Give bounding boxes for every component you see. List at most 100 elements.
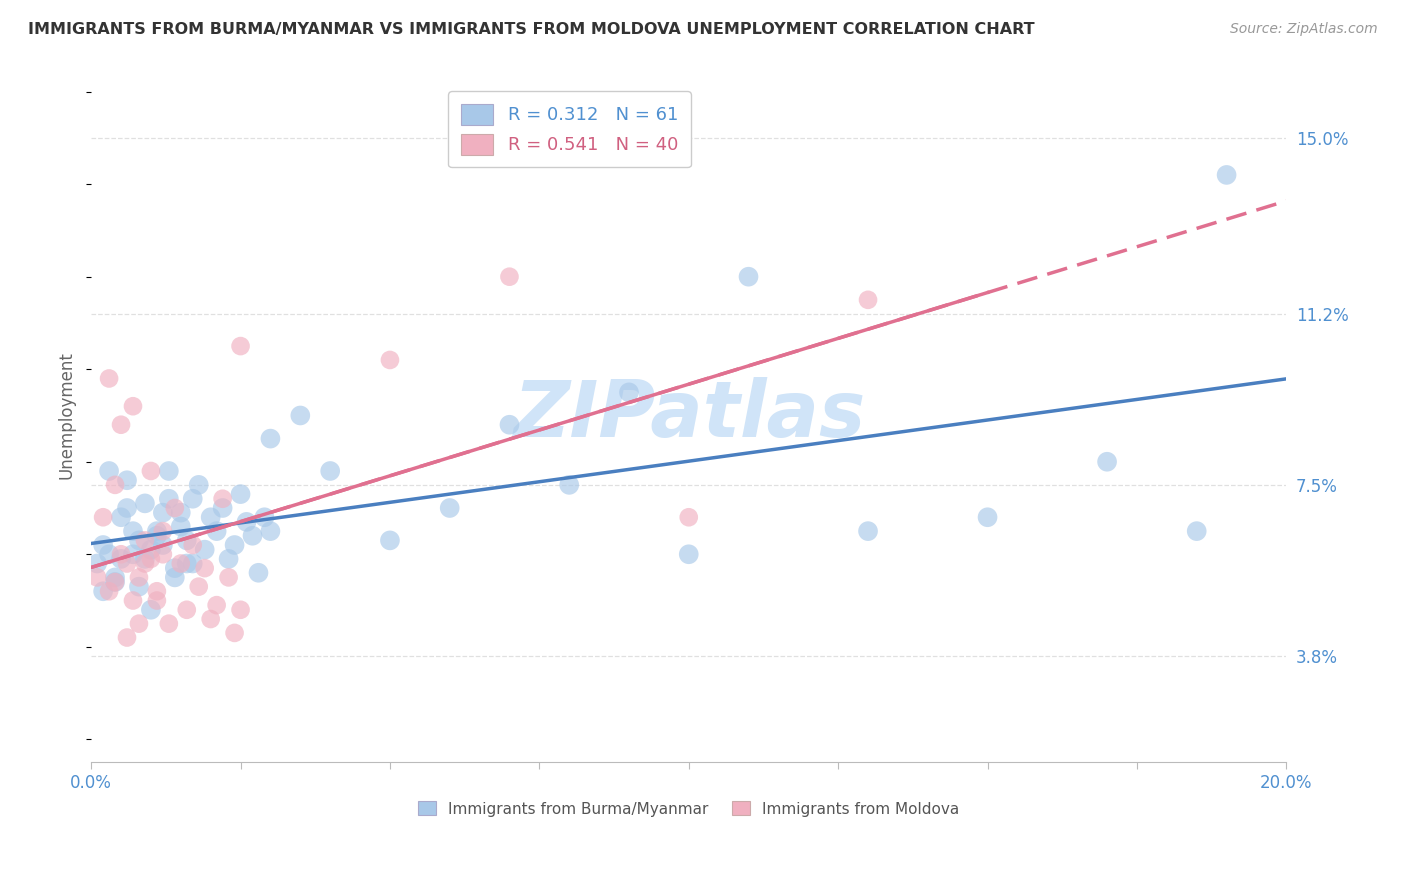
Point bbox=[187, 478, 209, 492]
Point bbox=[134, 496, 156, 510]
Point bbox=[498, 417, 520, 432]
Point bbox=[170, 519, 193, 533]
Point bbox=[678, 510, 700, 524]
Point bbox=[128, 616, 150, 631]
Point bbox=[128, 533, 150, 548]
Point bbox=[247, 566, 270, 580]
Text: ZIPatlas: ZIPatlas bbox=[513, 377, 865, 453]
Point bbox=[122, 399, 145, 413]
Point bbox=[187, 580, 209, 594]
Point bbox=[152, 538, 174, 552]
Point bbox=[181, 557, 204, 571]
Point bbox=[146, 529, 169, 543]
Point bbox=[1095, 455, 1118, 469]
Point bbox=[176, 557, 198, 571]
Point bbox=[211, 501, 233, 516]
Point bbox=[122, 593, 145, 607]
Point bbox=[86, 570, 108, 584]
Point bbox=[856, 524, 879, 538]
Point bbox=[157, 464, 180, 478]
Point bbox=[170, 557, 193, 571]
Point bbox=[91, 584, 114, 599]
Point bbox=[194, 561, 217, 575]
Point bbox=[211, 491, 233, 506]
Point bbox=[98, 464, 121, 478]
Point bbox=[678, 547, 700, 561]
Point bbox=[229, 603, 252, 617]
Point bbox=[194, 542, 217, 557]
Point bbox=[139, 552, 162, 566]
Point bbox=[104, 574, 127, 589]
Point bbox=[128, 580, 150, 594]
Point bbox=[259, 432, 281, 446]
Point bbox=[558, 478, 581, 492]
Point bbox=[224, 538, 246, 552]
Point bbox=[200, 510, 222, 524]
Point bbox=[157, 491, 180, 506]
Point bbox=[122, 547, 145, 561]
Point bbox=[181, 491, 204, 506]
Point bbox=[378, 353, 401, 368]
Point bbox=[104, 570, 127, 584]
Point bbox=[91, 510, 114, 524]
Point bbox=[91, 538, 114, 552]
Point bbox=[115, 473, 138, 487]
Point bbox=[205, 524, 228, 538]
Point bbox=[152, 506, 174, 520]
Point bbox=[319, 464, 342, 478]
Point bbox=[163, 501, 186, 516]
Point bbox=[176, 533, 198, 548]
Point bbox=[98, 371, 121, 385]
Point bbox=[176, 603, 198, 617]
Point bbox=[128, 570, 150, 584]
Point bbox=[110, 547, 132, 561]
Point bbox=[218, 552, 240, 566]
Point bbox=[1185, 524, 1208, 538]
Point bbox=[181, 538, 204, 552]
Point bbox=[146, 524, 169, 538]
Text: IMMIGRANTS FROM BURMA/MYANMAR VS IMMIGRANTS FROM MOLDOVA UNEMPLOYMENT CORRELATIO: IMMIGRANTS FROM BURMA/MYANMAR VS IMMIGRA… bbox=[28, 22, 1035, 37]
Legend: Immigrants from Burma/Myanmar, Immigrants from Moldova: Immigrants from Burma/Myanmar, Immigrant… bbox=[411, 794, 967, 824]
Point bbox=[205, 598, 228, 612]
Point bbox=[498, 269, 520, 284]
Point bbox=[110, 510, 132, 524]
Point bbox=[146, 584, 169, 599]
Point bbox=[737, 269, 759, 284]
Point bbox=[856, 293, 879, 307]
Point bbox=[110, 417, 132, 432]
Point bbox=[229, 487, 252, 501]
Point bbox=[290, 409, 312, 423]
Point bbox=[146, 593, 169, 607]
Point bbox=[218, 570, 240, 584]
Point bbox=[98, 584, 121, 599]
Point bbox=[104, 574, 127, 589]
Point bbox=[617, 385, 640, 400]
Point bbox=[152, 547, 174, 561]
Point bbox=[139, 464, 162, 478]
Point bbox=[134, 552, 156, 566]
Point bbox=[163, 561, 186, 575]
Point bbox=[157, 616, 180, 631]
Y-axis label: Unemployment: Unemployment bbox=[58, 351, 75, 479]
Point bbox=[224, 626, 246, 640]
Point bbox=[86, 557, 108, 571]
Point bbox=[115, 501, 138, 516]
Point bbox=[439, 501, 461, 516]
Point bbox=[98, 547, 121, 561]
Point bbox=[134, 533, 156, 548]
Point bbox=[170, 506, 193, 520]
Point bbox=[259, 524, 281, 538]
Point bbox=[152, 524, 174, 538]
Point bbox=[110, 552, 132, 566]
Point bbox=[378, 533, 401, 548]
Point bbox=[163, 570, 186, 584]
Point bbox=[976, 510, 998, 524]
Point bbox=[253, 510, 276, 524]
Text: Source: ZipAtlas.com: Source: ZipAtlas.com bbox=[1230, 22, 1378, 37]
Point bbox=[235, 515, 257, 529]
Point bbox=[104, 478, 127, 492]
Point bbox=[115, 557, 138, 571]
Point bbox=[242, 529, 264, 543]
Point bbox=[139, 603, 162, 617]
Point bbox=[115, 631, 138, 645]
